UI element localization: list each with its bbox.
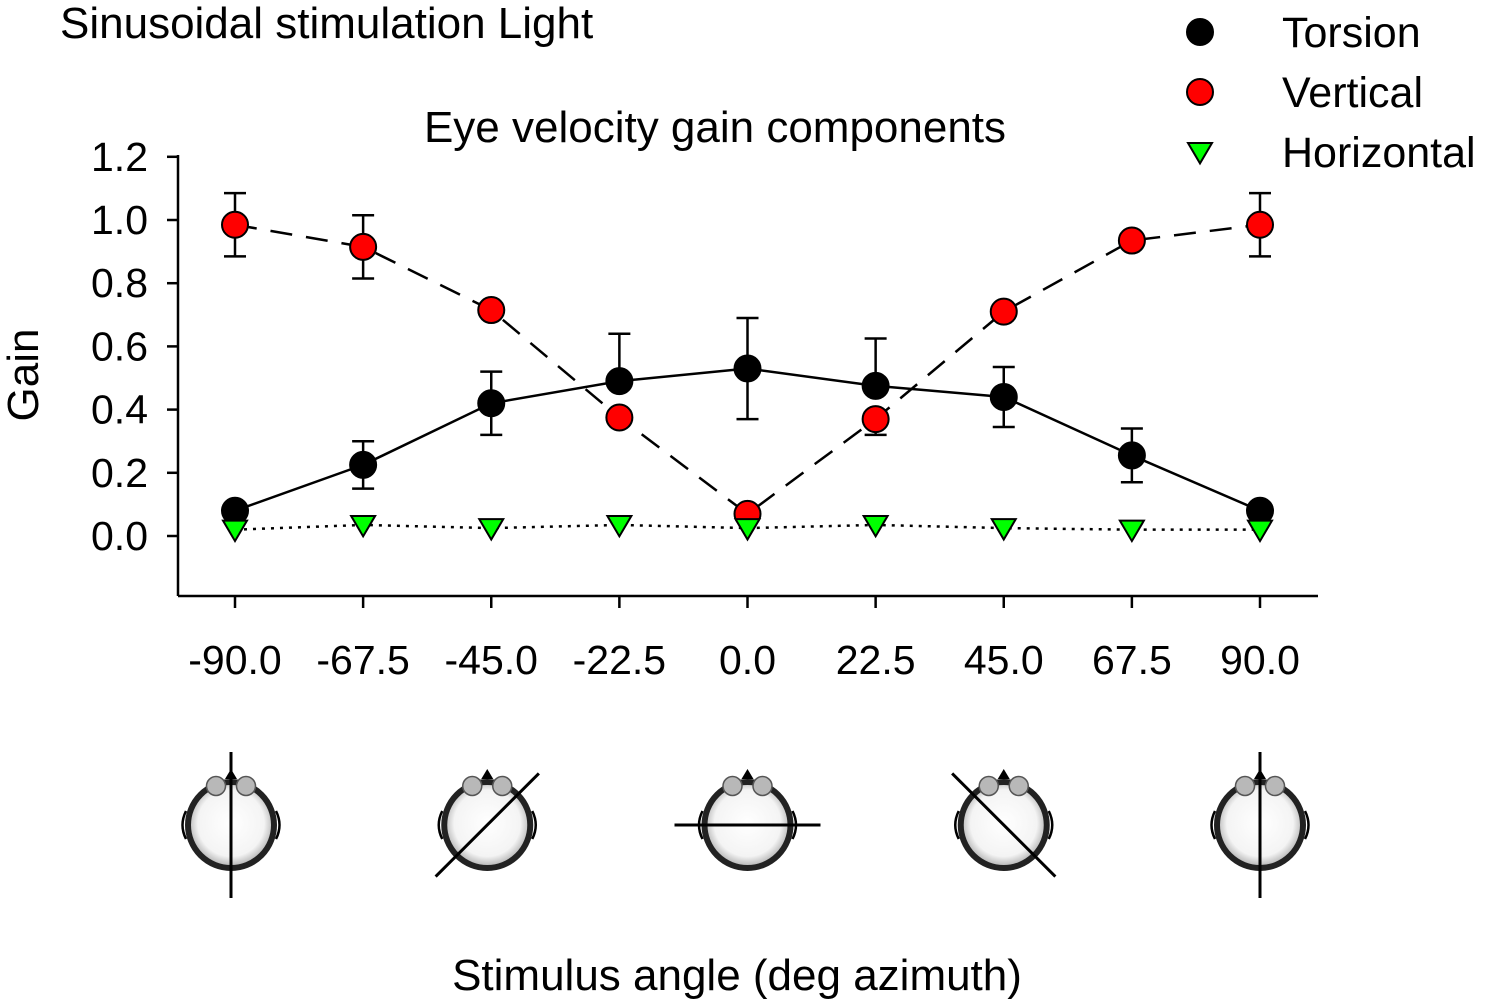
x-axis-label: Stimulus angle (deg azimuth) (452, 951, 1022, 1000)
torsion-data-point (349, 450, 378, 479)
vertical-data-point (989, 297, 1018, 326)
right-ear-icon (1047, 810, 1054, 840)
left-ear-icon (1210, 810, 1217, 840)
horizontal-legend-marker (1186, 142, 1214, 166)
x-tick-label: -22.5 (573, 637, 666, 683)
left-ear-icon (437, 810, 444, 840)
torsion-data-point (1117, 441, 1146, 470)
horizontal-data-point (990, 518, 1018, 542)
horizontal-legend-label: Horizontal (1282, 129, 1476, 177)
stimulus-axis-line (951, 772, 1057, 878)
horizontal-data-point (1118, 519, 1146, 544)
vertical-legend-label: Vertical (1282, 69, 1423, 117)
right-eye-icon (752, 775, 773, 797)
left-eye-icon (462, 775, 483, 797)
head-diagram (434, 769, 540, 878)
torsion-legend-label: Torsion (1282, 9, 1421, 57)
nose-icon (741, 769, 754, 779)
right-ear-icon (531, 810, 537, 840)
vertical-data-point (477, 296, 506, 325)
x-tick-label: 90.0 (1220, 637, 1300, 683)
left-eye-icon (205, 775, 227, 797)
axes: 0.0 0.2 0.4 0.6 0.8 1.0 1.2 -90.0 -67.5 -45.0 -22… (91, 134, 1318, 683)
vertical-data-point (221, 210, 249, 239)
x-ticks: -90.0 -67.5 -45.0 -22.5 0.0 22.5 45.0 67.5 90.0 (188, 596, 1300, 683)
chart-title: Eye velocity gain components (424, 103, 1006, 152)
legend: Torsion Vertical Horizontal (1186, 9, 1476, 177)
right-eye-icon (1264, 775, 1286, 797)
head-orientation-diagrams (181, 752, 1310, 898)
vertical-data-point (1246, 210, 1274, 239)
right-eye-icon (235, 775, 257, 797)
right-ear-icon (1303, 810, 1310, 840)
y-tick-label: 1.0 (91, 197, 148, 243)
right-eye-icon (492, 775, 513, 797)
horizontal-data-point (733, 518, 762, 542)
horizontal-data-point (477, 518, 505, 542)
vertical-data-point (605, 403, 634, 432)
head-diagram (674, 769, 821, 871)
left-ear-icon (954, 810, 960, 840)
head-diagram (951, 769, 1057, 878)
head-diagram (181, 752, 281, 898)
torsion-data-point (733, 354, 762, 383)
left-eye-icon (722, 775, 743, 797)
horizontal-data-point (349, 514, 377, 539)
torsion-legend-marker (1186, 18, 1214, 46)
y-tick-label: 0.2 (91, 450, 148, 496)
horizontal-data-point (1246, 519, 1274, 544)
y-tick-label: 0.0 (91, 513, 148, 559)
vertical-legend-marker (1186, 78, 1214, 106)
vertical-series-line (234, 223, 1261, 516)
x-tick-label: 0.0 (719, 637, 776, 683)
torsion-data-point (477, 389, 506, 418)
nose-icon (481, 769, 494, 779)
y-tick-label: 1.2 (91, 134, 148, 180)
x-tick-label: -90.0 (188, 637, 281, 683)
stimulus-axis-line (434, 772, 540, 878)
x-tick-label: 22.5 (836, 637, 916, 683)
x-tick-label: -67.5 (316, 637, 409, 683)
left-eye-icon (978, 775, 999, 797)
torsion-data-point (861, 371, 890, 400)
vertical-data-point (1117, 226, 1146, 255)
y-tick-label: 0.6 (91, 323, 148, 369)
x-tick-label: 67.5 (1092, 637, 1172, 683)
horizontal-data-point (221, 519, 249, 544)
x-tick-label: -45.0 (445, 637, 538, 683)
y-ticks: 0.0 0.2 0.4 0.6 0.8 1.0 1.2 (91, 134, 178, 559)
plot-area (221, 191, 1274, 544)
right-ear-icon (274, 810, 281, 840)
left-ear-icon (181, 810, 188, 840)
y-axis-label: Gain (0, 329, 48, 422)
torsion-data-point (605, 367, 634, 396)
vertical-data-point (349, 232, 378, 261)
head-diagram (1210, 752, 1310, 898)
x-tick-label: 45.0 (964, 637, 1044, 683)
right-eye-icon (1008, 775, 1029, 797)
torsion-data-point (989, 382, 1018, 411)
left-eye-icon (1234, 775, 1256, 797)
vertical-data-point (861, 405, 890, 434)
horizontal-data-point (861, 514, 890, 539)
nose-icon (997, 769, 1010, 779)
horizontal-data-point (605, 514, 634, 539)
y-tick-label: 0.4 (91, 387, 148, 433)
y-tick-label: 0.8 (91, 260, 148, 306)
main-title: Sinusoidal stimulation Light (60, 0, 593, 48)
